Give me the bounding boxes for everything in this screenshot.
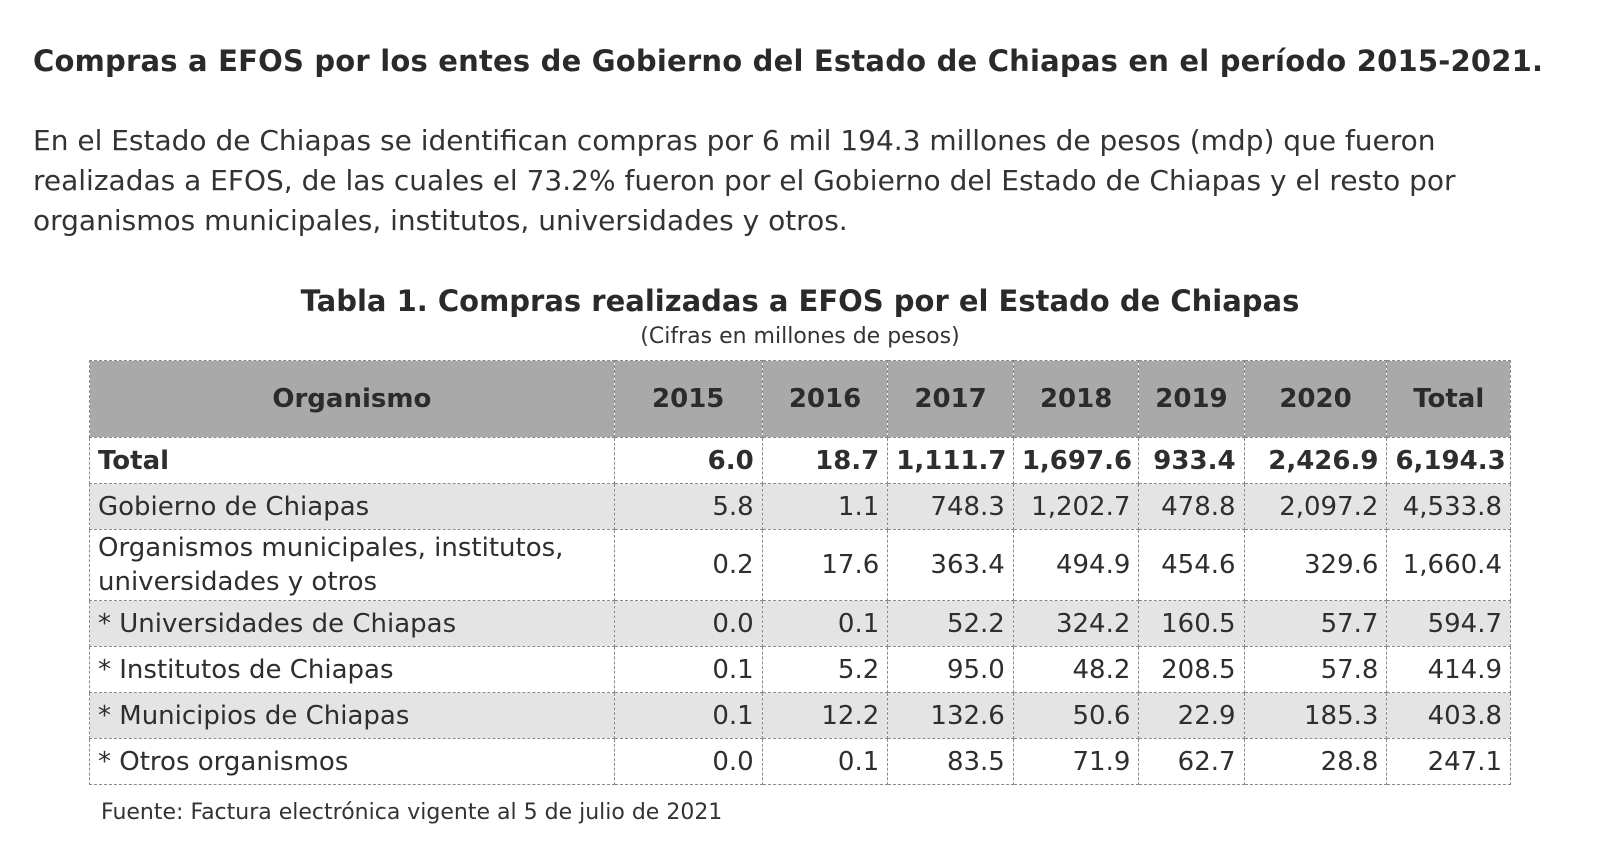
row-label: * Municipios de Chiapas — [89, 692, 615, 739]
cell-2016: 0.1 — [761, 738, 889, 785]
section-heading: Compras a EFOS por los entes de Gobierno… — [33, 44, 1544, 78]
intro-paragraph: En el Estado de Chiapas se identifican c… — [33, 124, 1456, 237]
cell-2019: 22.9 — [1138, 692, 1245, 739]
cell-2018: 494.9 — [1012, 529, 1140, 601]
cell-2016: 12.2 — [761, 692, 889, 739]
cell-2015: 6.0 — [613, 437, 763, 484]
header-2017: 2017 — [887, 360, 1014, 438]
cell-2015: 0.1 — [613, 692, 763, 739]
cell-2015: 0.2 — [613, 529, 763, 601]
cell-2017: 748.3 — [887, 483, 1014, 530]
header-2019: 2019 — [1138, 360, 1245, 438]
table-row-institutos: * Institutos de Chiapas 0.1 5.2 95.0 48.… — [89, 646, 1511, 693]
cell-2018: 50.6 — [1012, 692, 1140, 739]
row-label: * Universidades de Chiapas — [89, 600, 615, 647]
cell-2018: 324.2 — [1012, 600, 1140, 647]
cell-total: 1,660.4 — [1386, 529, 1511, 601]
cell-2017: 363.4 — [887, 529, 1014, 601]
row-label: Organismos municipales, institutos, univ… — [89, 529, 615, 601]
cell-2020: 329.6 — [1243, 529, 1388, 601]
cell-2019: 160.5 — [1138, 600, 1245, 647]
table-row-otros: * Otros organismos 0.0 0.1 83.5 71.9 62.… — [89, 738, 1511, 785]
header-2018: 2018 — [1012, 360, 1140, 438]
cell-2017: 1,111.7 — [887, 437, 1014, 484]
header-organismo: Organismo — [89, 360, 615, 438]
cell-total: 414.9 — [1386, 646, 1511, 693]
cell-2018: 48.2 — [1012, 646, 1140, 693]
table-row-total: Total 6.0 18.7 1,111.7 1,697.6 933.4 2,4… — [89, 437, 1511, 484]
cell-total: 247.1 — [1386, 738, 1511, 785]
header-2020: 2020 — [1243, 360, 1388, 438]
cell-2020: 2,426.9 — [1243, 437, 1388, 484]
table-row-universidades: * Universidades de Chiapas 0.0 0.1 52.2 … — [89, 600, 1511, 647]
cell-total: 594.7 — [1386, 600, 1511, 647]
cell-2020: 57.8 — [1243, 646, 1388, 693]
cell-2017: 132.6 — [887, 692, 1014, 739]
cell-2018: 71.9 — [1012, 738, 1140, 785]
row-label: * Otros organismos — [89, 738, 615, 785]
table-row-gobierno: Gobierno de Chiapas 5.8 1.1 748.3 1,202.… — [89, 483, 1511, 530]
table-row-municipios: * Municipios de Chiapas 0.1 12.2 132.6 5… — [89, 692, 1511, 739]
row-label: * Institutos de Chiapas — [89, 646, 615, 693]
cell-total: 403.8 — [1386, 692, 1511, 739]
cell-2018: 1,202.7 — [1012, 483, 1140, 530]
cell-2015: 0.0 — [613, 738, 763, 785]
table-title: Tabla 1. Compras realizadas a EFOS por e… — [300, 284, 1300, 318]
row-label: Gobierno de Chiapas — [89, 483, 615, 530]
table-source-note: Fuente: Factura electrónica vigente al 5… — [101, 800, 723, 825]
cell-2020: 28.8 — [1243, 738, 1388, 785]
cell-2019: 62.7 — [1138, 738, 1245, 785]
header-2016: 2016 — [761, 360, 889, 438]
cell-2018: 1,697.6 — [1012, 437, 1140, 484]
cell-2020: 57.7 — [1243, 600, 1388, 647]
cell-2020: 185.3 — [1243, 692, 1388, 739]
cell-2019: 933.4 — [1138, 437, 1245, 484]
cell-2016: 17.6 — [761, 529, 889, 601]
cell-2016: 18.7 — [761, 437, 889, 484]
table-subtitle: (Cifras en millones de pesos) — [640, 324, 960, 349]
cell-2016: 5.2 — [761, 646, 889, 693]
cell-2016: 1.1 — [761, 483, 889, 530]
cell-2019: 478.8 — [1138, 483, 1245, 530]
row-label: Total — [89, 437, 615, 484]
table-header-row: Organismo 2015 2016 2017 2018 2019 2020 … — [89, 360, 1511, 438]
efos-purchases-table: Organismo 2015 2016 2017 2018 2019 2020 … — [89, 360, 1511, 785]
cell-2017: 83.5 — [887, 738, 1014, 785]
cell-2015: 0.1 — [613, 646, 763, 693]
cell-2019: 454.6 — [1138, 529, 1245, 601]
header-2015: 2015 — [613, 360, 763, 438]
cell-2017: 95.0 — [887, 646, 1014, 693]
header-total: Total — [1386, 360, 1511, 438]
cell-2020: 2,097.2 — [1243, 483, 1388, 530]
cell-2015: 5.8 — [613, 483, 763, 530]
cell-total: 6,194.3 — [1386, 437, 1511, 484]
cell-2017: 52.2 — [887, 600, 1014, 647]
cell-total: 4,533.8 — [1386, 483, 1511, 530]
cell-2019: 208.5 — [1138, 646, 1245, 693]
cell-2016: 0.1 — [761, 600, 889, 647]
cell-2015: 0.0 — [613, 600, 763, 647]
table-row-organismos: Organismos municipales, institutos, univ… — [89, 529, 1511, 601]
